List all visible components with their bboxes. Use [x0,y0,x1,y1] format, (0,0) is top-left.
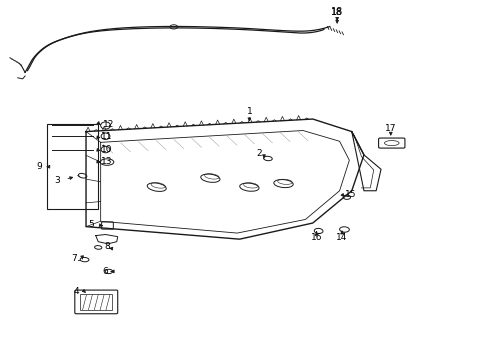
Text: 17: 17 [384,123,396,132]
Text: 13: 13 [101,157,113,166]
Bar [80,294,112,310]
Text: 12: 12 [103,120,114,129]
Text: 14: 14 [336,233,347,242]
Text: 6: 6 [102,267,108,276]
Text: 9: 9 [37,162,42,171]
Text: 18: 18 [330,7,343,17]
Text: 18: 18 [331,8,342,17]
Text: 2: 2 [256,149,262,158]
Text: 3: 3 [54,176,60,185]
Text: 11: 11 [101,132,113,141]
Text: 4: 4 [73,287,79,296]
Text: 10: 10 [101,145,113,154]
Text: 8: 8 [104,242,110,251]
Text: 7: 7 [71,255,77,264]
Text: 15: 15 [345,190,356,199]
Text: 5: 5 [88,220,94,229]
Bar [47,125,98,209]
Text: 16: 16 [310,233,322,242]
Text: 1: 1 [246,107,252,116]
